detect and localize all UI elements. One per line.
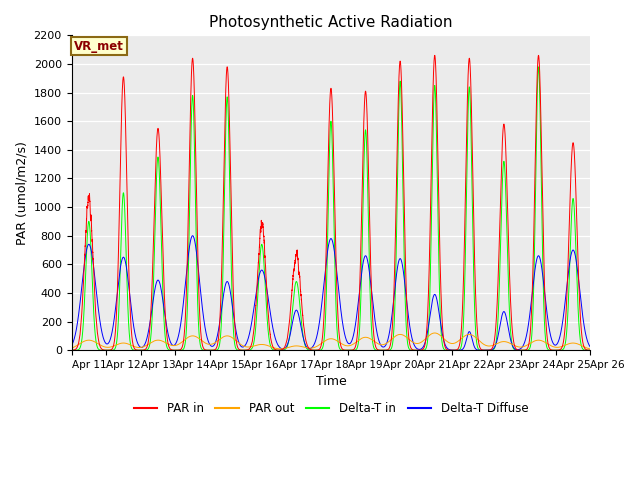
- Delta-T Diffuse: [479, 348, 487, 353]
- Line: PAR out: PAR out: [72, 333, 590, 349]
- PAR out: [444, 339, 451, 345]
- PAR out: [508, 341, 515, 347]
- Legend: PAR in, PAR out, Delta-T in, Delta-T Diffuse: PAR in, PAR out, Delta-T in, Delta-T Dif…: [129, 397, 533, 420]
- Delta-T in: [534, 64, 542, 70]
- Delta-T in: [586, 348, 594, 353]
- PAR in: [534, 52, 542, 58]
- PAR out: [586, 346, 594, 352]
- Delta-T in: [363, 156, 371, 161]
- Delta-T in: [104, 348, 112, 353]
- Y-axis label: PAR (umol/m2/s): PAR (umol/m2/s): [15, 141, 28, 245]
- PAR out: [68, 345, 76, 351]
- Delta-T in: [511, 347, 519, 353]
- Line: PAR in: PAR in: [72, 55, 590, 350]
- Delta-T Diffuse: [68, 343, 76, 348]
- PAR in: [586, 348, 594, 353]
- Line: Delta-T in: Delta-T in: [72, 67, 590, 350]
- Delta-T in: [444, 348, 451, 353]
- Delta-T Diffuse: [586, 344, 594, 350]
- PAR in: [508, 316, 515, 322]
- PAR in: [104, 348, 112, 353]
- Line: Delta-T Diffuse: Delta-T Diffuse: [72, 236, 590, 350]
- PAR out: [104, 345, 112, 350]
- Delta-T in: [315, 348, 323, 353]
- Delta-T Diffuse: [104, 340, 112, 346]
- PAR in: [363, 110, 371, 116]
- PAR in: [344, 348, 352, 353]
- PAR in: [68, 348, 76, 353]
- PAR out: [363, 335, 371, 340]
- PAR in: [315, 347, 323, 352]
- Delta-T Diffuse: [315, 323, 323, 328]
- Delta-T in: [68, 348, 76, 353]
- Title: Photosynthetic Active Radiation: Photosynthetic Active Radiation: [209, 15, 452, 30]
- Delta-T Diffuse: [444, 345, 451, 351]
- Text: VR_met: VR_met: [74, 39, 124, 52]
- Delta-T Diffuse: [511, 346, 519, 352]
- X-axis label: Time: Time: [316, 375, 346, 388]
- PAR in: [511, 344, 519, 349]
- Delta-T in: [344, 348, 352, 353]
- Delta-T Diffuse: [508, 340, 515, 346]
- PAR in: [444, 347, 451, 353]
- PAR out: [431, 330, 438, 336]
- Delta-T in: [508, 338, 515, 344]
- Delta-T Diffuse: [363, 255, 371, 261]
- PAR out: [511, 343, 519, 348]
- Delta-T Diffuse: [189, 233, 196, 239]
- PAR out: [315, 342, 323, 348]
